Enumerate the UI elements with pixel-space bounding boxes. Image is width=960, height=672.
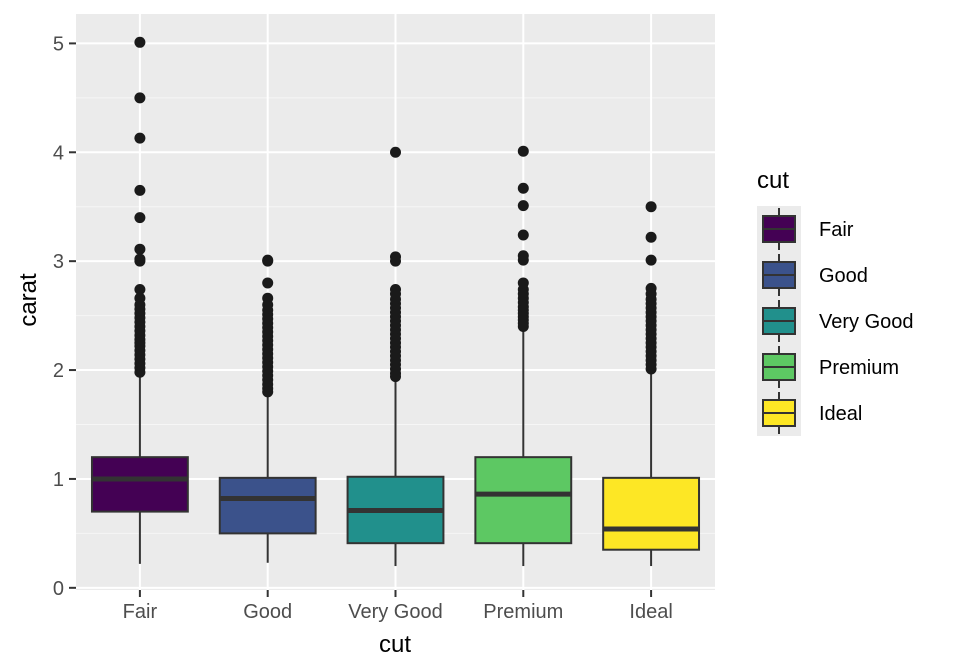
outlier-point bbox=[517, 320, 529, 332]
outlier-point bbox=[262, 386, 274, 398]
legend-item-ideal: Ideal bbox=[757, 390, 862, 436]
outlier-point bbox=[134, 36, 146, 48]
outlier-point bbox=[517, 229, 529, 241]
box-rect bbox=[474, 456, 573, 545]
outlier-point bbox=[134, 132, 146, 144]
outlier-point bbox=[645, 363, 657, 375]
legend-label: Good bbox=[819, 265, 868, 287]
legend-label: Ideal bbox=[819, 403, 862, 425]
x-tick-label: Premium bbox=[483, 601, 563, 623]
outlier-point bbox=[517, 182, 529, 194]
y-tick-label: 2 bbox=[53, 360, 64, 382]
box-premium bbox=[474, 145, 573, 567]
y-tick-label: 4 bbox=[53, 142, 64, 164]
box-layer bbox=[90, 36, 701, 567]
legend-item-fair: Fair bbox=[757, 206, 854, 252]
box-rect bbox=[218, 476, 317, 535]
box-rect bbox=[90, 456, 189, 513]
y-tick-label: 5 bbox=[53, 33, 64, 55]
outlier-point bbox=[645, 254, 657, 266]
y-axis-title: carat bbox=[15, 273, 42, 327]
outlier-point bbox=[134, 92, 146, 104]
outlier-point bbox=[134, 255, 146, 267]
box-rect bbox=[602, 476, 701, 551]
outlier-point bbox=[134, 283, 146, 295]
outlier-point bbox=[134, 184, 146, 196]
legend-label: Very Good bbox=[819, 311, 914, 333]
y-tick-label: 3 bbox=[53, 251, 64, 273]
outlier-point bbox=[517, 145, 529, 157]
outlier-point bbox=[134, 243, 146, 255]
legend-item-good: Good bbox=[757, 252, 868, 298]
box-very-good bbox=[346, 146, 445, 567]
legend-label: Fair bbox=[819, 219, 854, 241]
box-ideal bbox=[602, 201, 701, 567]
outlier-point bbox=[517, 254, 529, 266]
outlier-point bbox=[390, 146, 401, 158]
legend-item-premium: Premium bbox=[757, 344, 899, 390]
x-tick-label: Very Good bbox=[348, 601, 443, 623]
x-axis-title: cut bbox=[379, 631, 411, 658]
outlier-point bbox=[134, 366, 146, 378]
outlier-point bbox=[262, 277, 274, 289]
legend-item-very-good: Very Good bbox=[757, 298, 914, 344]
outlier-point bbox=[262, 255, 274, 267]
legend: cut Fair Good Very Good Premium Ideal bbox=[757, 167, 914, 436]
axes: 0 1 2 3 4 5 Fair Good Very Good Premium Ideal bbox=[53, 33, 673, 623]
outlier-point bbox=[390, 255, 401, 267]
legend-label: Premium bbox=[819, 357, 899, 379]
outlier-point bbox=[517, 200, 529, 212]
box-fair bbox=[90, 36, 189, 564]
y-tick-label: 0 bbox=[53, 578, 64, 600]
y-tick-label: 1 bbox=[53, 469, 64, 491]
x-tick-label: Ideal bbox=[629, 601, 672, 623]
outlier-point bbox=[645, 231, 657, 243]
legend-title: cut bbox=[757, 167, 789, 194]
x-tick-label: Fair bbox=[123, 601, 158, 623]
outlier-point bbox=[390, 371, 401, 383]
outlier-point bbox=[134, 212, 146, 224]
x-tick-label: Good bbox=[243, 601, 292, 623]
outlier-point bbox=[645, 201, 657, 213]
box-good bbox=[218, 254, 317, 563]
